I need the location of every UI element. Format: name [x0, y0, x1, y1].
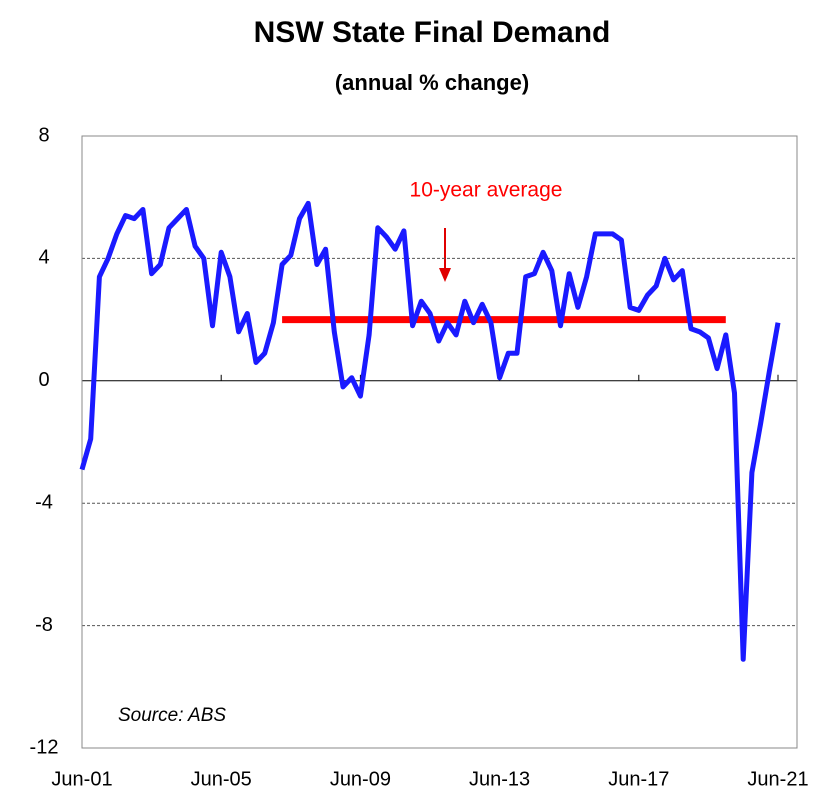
- arrow-head: [439, 268, 451, 282]
- x-tick-label: Jun-21: [747, 768, 808, 790]
- y-tick-label: -8: [35, 614, 53, 636]
- y-tick-label: -12: [30, 736, 59, 758]
- plot-border: [81, 135, 798, 749]
- y-tick-label: 0: [38, 369, 49, 391]
- average-label: 10-year average: [410, 179, 563, 202]
- y-tick-label: 8: [38, 124, 49, 146]
- x-tick-label: Jun-17: [608, 768, 669, 790]
- y-tick-label: -4: [35, 491, 53, 513]
- chart-subtitle: (annual % change): [335, 70, 529, 95]
- x-tick-label: Jun-13: [469, 768, 530, 790]
- source-note: Source: ABS: [118, 705, 226, 726]
- x-tick-label: Jun-05: [191, 768, 252, 790]
- x-tick-label: Jun-01: [51, 768, 112, 790]
- x-tick-label: Jun-09: [330, 768, 391, 790]
- series-line: [79, 200, 781, 662]
- y-tick-label: 4: [38, 247, 49, 269]
- chart-title: NSW State Final Demand: [254, 16, 611, 49]
